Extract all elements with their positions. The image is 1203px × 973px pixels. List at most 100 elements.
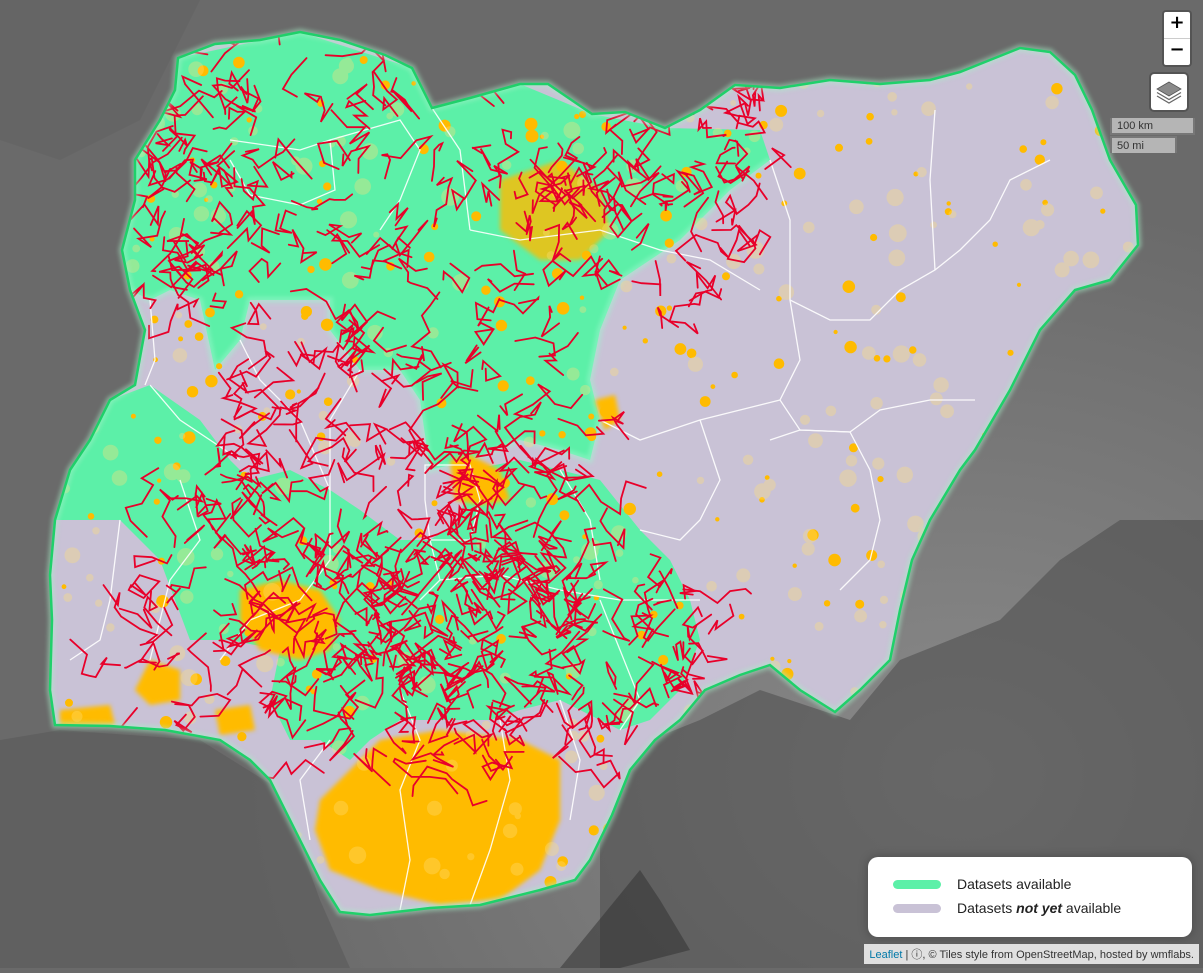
road-segment	[460, 630, 489, 641]
road-segment	[162, 236, 202, 272]
road-segment	[287, 229, 318, 264]
road-segment	[449, 556, 481, 605]
settlement-dot	[307, 265, 315, 274]
settlement-haze-dot	[778, 284, 795, 300]
road-segment	[265, 449, 288, 479]
road-segment	[565, 561, 609, 580]
road-segment	[214, 513, 262, 598]
settlement-dot	[319, 258, 332, 271]
road-segment	[714, 190, 725, 225]
settlement-haze-dot	[912, 353, 927, 367]
road-segment	[635, 597, 669, 638]
road-segment	[226, 667, 263, 696]
settlement-haze-dot	[816, 109, 825, 118]
road-segment	[124, 467, 160, 538]
road-segment	[453, 616, 504, 643]
settlement-haze-dot	[886, 188, 904, 207]
road-segment	[186, 632, 212, 692]
road-segment	[498, 295, 540, 315]
settlement-haze-dot	[730, 100, 737, 106]
road-segment	[222, 435, 239, 457]
road-segment	[408, 385, 479, 474]
road-segment	[400, 437, 429, 457]
road-segment	[558, 755, 621, 789]
road-segment	[265, 558, 291, 570]
settlement-dot	[1019, 145, 1027, 153]
road-segment	[538, 166, 590, 203]
road-segment	[672, 640, 691, 661]
legend-swatch-available	[893, 879, 941, 889]
road-segment	[341, 447, 375, 493]
settlement-haze-dot	[418, 676, 436, 694]
settlement-dot	[411, 81, 417, 86]
layers-button[interactable]	[1149, 72, 1189, 112]
road-segment	[355, 532, 389, 568]
road-segment	[586, 180, 627, 213]
road-segment	[612, 148, 662, 182]
settlement-dot	[154, 436, 162, 444]
settlement-haze-dot	[763, 478, 776, 491]
settlement-dot	[359, 56, 368, 64]
road-segment	[241, 543, 258, 567]
settlement-haze-dot	[573, 556, 581, 564]
road-segment	[147, 179, 192, 200]
road-segment	[723, 138, 740, 157]
settlement-dot	[425, 885, 437, 897]
settlement-dot	[539, 430, 546, 437]
settlement-haze-dot	[563, 121, 581, 139]
settlement-dot	[850, 503, 860, 513]
road-segment	[440, 473, 473, 496]
settlement-dot	[501, 815, 511, 825]
road-segment	[529, 158, 567, 209]
road-segment	[557, 417, 606, 437]
settlement-haze-dot	[514, 812, 521, 820]
road-segment	[682, 587, 752, 605]
leaflet-link[interactable]: Leaflet	[869, 949, 903, 961]
zoom-out-button[interactable]: −	[1164, 38, 1190, 65]
settlement-dot	[524, 117, 538, 131]
settlement-dot	[233, 56, 245, 69]
settlement-dot	[556, 160, 568, 172]
road-segment	[633, 583, 653, 611]
road-segment	[711, 223, 759, 252]
road-segment	[431, 141, 445, 182]
settlement-dot	[323, 182, 332, 191]
settlement-haze-dot	[259, 323, 267, 330]
road-segment	[176, 484, 206, 511]
settlement-haze-dot	[274, 477, 293, 495]
road-segment	[231, 497, 262, 538]
settlement-haze-dot	[632, 576, 639, 584]
zoom-in-button[interactable]: +	[1169, 12, 1185, 33]
road-segment	[229, 481, 282, 520]
settlement-haze-dot	[227, 570, 234, 578]
road-segment	[537, 535, 558, 551]
settlement-haze-dot	[332, 68, 349, 85]
road-segment	[398, 662, 470, 703]
settlement-haze-dot	[95, 599, 103, 607]
road-segment	[388, 201, 409, 227]
road-segment	[474, 298, 501, 322]
road-segment	[527, 456, 569, 481]
settlement-dot	[182, 431, 196, 444]
settlement-dot	[1051, 83, 1063, 95]
settlement-haze-dot	[593, 580, 603, 590]
settlement-dot	[574, 113, 580, 120]
road-segment	[371, 747, 391, 787]
road-segment	[328, 706, 356, 762]
settlement-dot	[1034, 154, 1046, 165]
settlement-dot	[546, 493, 559, 506]
settlement-haze-dot	[706, 581, 717, 592]
road-segment	[685, 260, 722, 301]
settlement-dot	[650, 610, 658, 619]
settlement-dot	[596, 734, 605, 743]
road-segment	[359, 648, 382, 666]
settlement-dot	[731, 371, 738, 379]
attribution-sep: |	[902, 949, 912, 961]
road-segment	[578, 710, 613, 757]
road-segment	[233, 167, 266, 229]
road-segment	[469, 466, 548, 500]
settlement-haze-dot	[687, 356, 704, 372]
road-segment	[507, 576, 549, 615]
settlement-dot	[244, 629, 251, 637]
